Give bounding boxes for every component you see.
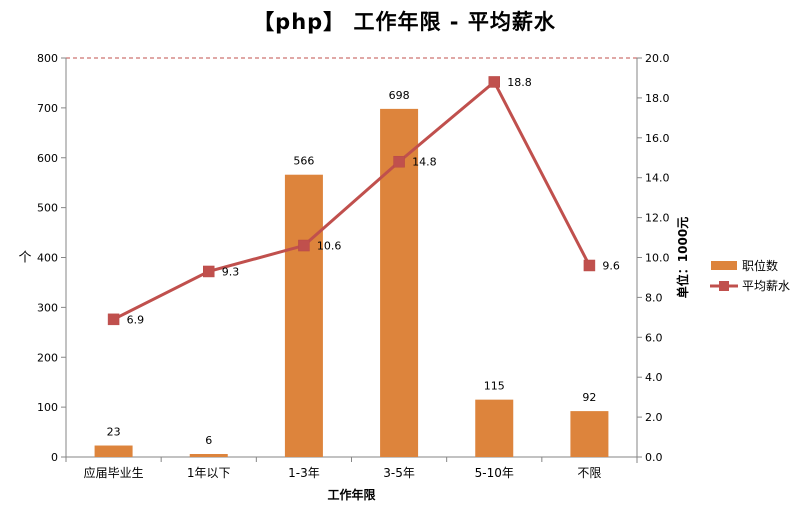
chart-title: 【php】 工作年限 - 平均薪水 [253,10,556,34]
salary-value-label: 10.6 [317,240,342,253]
x-category-label: 应届毕业生 [84,465,144,480]
bar-value-label: 6 [205,434,212,447]
x-category-label: 1-3年 [288,466,320,480]
salary-value-label: 6.9 [127,313,145,326]
left-axis-tick-label: 800 [37,52,58,65]
left-axis-tick-label: 400 [37,252,58,265]
x-category-label: 3-5年 [383,466,415,480]
right-axis-tick-label: 14.0 [645,172,670,185]
bar-value-label: 23 [107,426,121,439]
left-axis-tick-label: 0 [51,451,58,464]
x-category-label: 不限 [577,466,601,480]
left-axis-tick-label: 200 [37,351,58,364]
right-axis-tick-label: 2.0 [645,411,663,424]
legend-swatch-bar [711,261,737,270]
left-axis-tick-label: 600 [37,152,58,165]
salary-marker [298,239,310,252]
x-axis-title: 工作年限 [327,487,375,502]
left-axis-tick-label: 500 [37,202,58,215]
bar-value-label: 115 [484,380,505,393]
salary-line [112,79,591,321]
bar-5 [570,411,609,457]
right-axis-tick-label: 18.0 [645,92,670,105]
salary-value-label: 18.8 [507,76,532,89]
right-axis-tick-label: 4.0 [645,371,663,384]
legend-label-bar: 职位数 [742,258,778,273]
x-category-label: 5-10年 [475,466,514,480]
salary-value-label: 9.6 [602,259,620,272]
bar-1 [189,454,228,457]
right-axis-tick-label: 16.0 [645,132,670,145]
bar-2 [284,174,323,457]
right-axis-tick-label: 0.0 [645,451,663,464]
bar-0 [94,445,133,457]
salary-marker [107,313,120,326]
right-axis-tick-label: 8.0 [645,291,663,304]
legend-label-line: 平均薪水 [742,279,790,293]
right-axis-tick-label: 20.0 [645,52,670,65]
right-axis-tick-label: 10.0 [645,252,670,265]
left-axis-tick-label: 100 [37,401,58,414]
bar-value-label: 92 [582,391,596,404]
right-axis-title: 单位：1000元 [675,217,690,298]
bar-value-label: 698 [389,89,410,102]
legend-swatch-marker [719,281,729,291]
left-axis-tick-label: 300 [37,301,58,314]
right-axis-tick-label: 6.0 [645,331,663,344]
salary-value-label: 9.3 [222,265,240,278]
x-category-label: 1年以下 [187,466,231,480]
right-axis-tick-label: 12.0 [645,212,670,225]
salary-marker [583,259,596,272]
left-axis-tick-label: 700 [37,102,58,115]
salary-marker [488,76,500,88]
left-axis-title: 个 [18,251,31,266]
bar-4 [475,399,514,457]
bar-value-label: 566 [293,155,314,168]
salary-marker [393,155,405,168]
salary-value-label: 14.8 [412,156,437,169]
salary-marker [203,265,215,278]
